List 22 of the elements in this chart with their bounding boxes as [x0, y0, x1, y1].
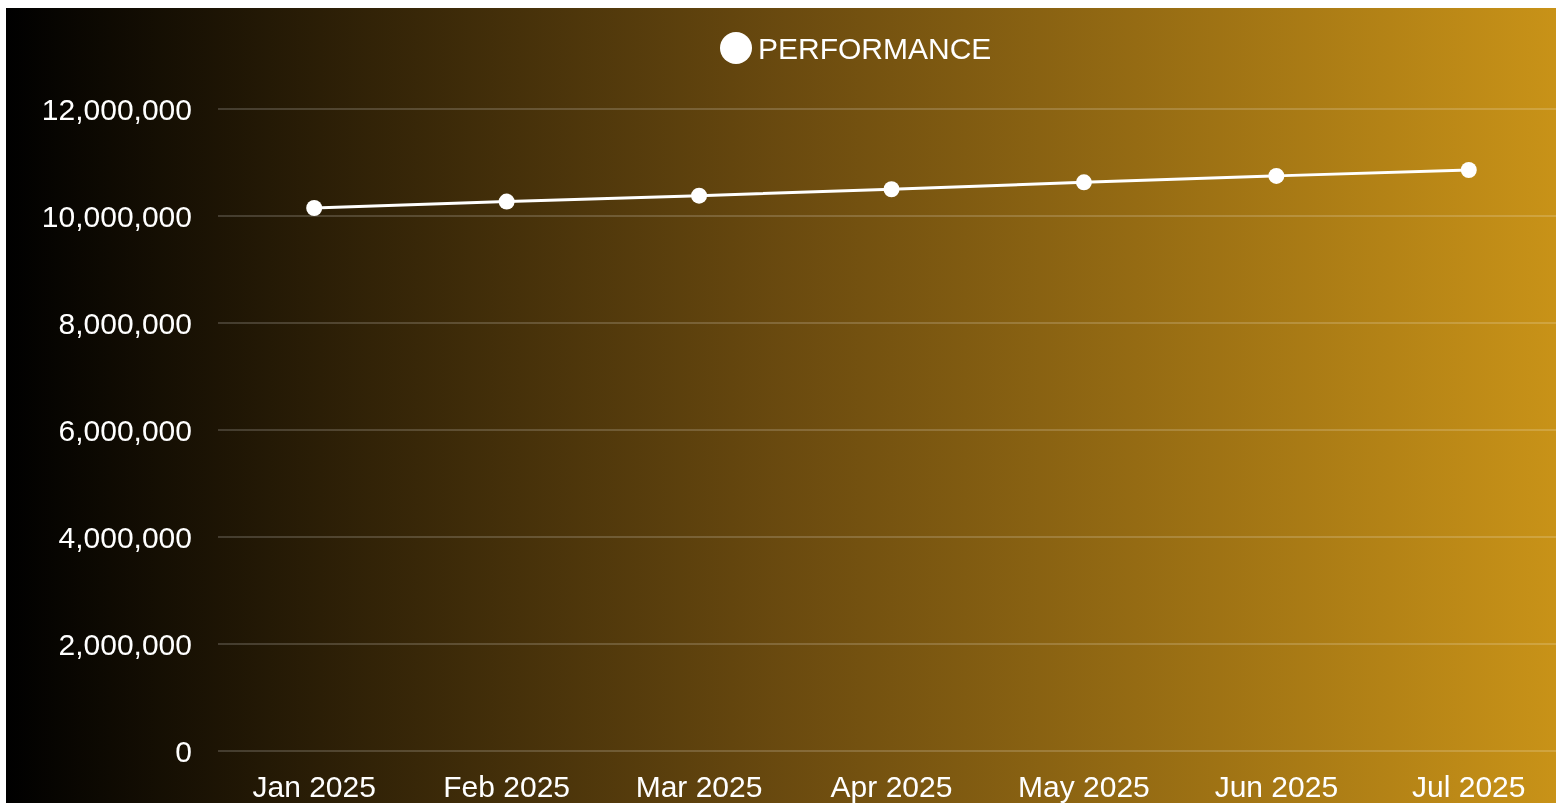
- point: [498, 193, 515, 210]
- x-tick-label: Apr 2025: [830, 769, 953, 803]
- point: [1075, 174, 1092, 191]
- y-tick-label: 8,000,000: [58, 306, 192, 340]
- y-tick-label: 6,000,000: [58, 413, 192, 447]
- legend-label: PERFORMANCE: [758, 31, 992, 65]
- x-tick-label: Mar 2025: [635, 769, 763, 803]
- y-tick-label: 10,000,000: [41, 199, 192, 233]
- x-tick-label: May 2025: [1018, 769, 1150, 803]
- point: [1460, 161, 1477, 178]
- point: [691, 187, 708, 204]
- x-tick-label: Jun 2025: [1214, 769, 1339, 803]
- point: [1268, 167, 1285, 184]
- y-tick-label: 12,000,000: [41, 92, 192, 126]
- y-tick-label: 4,000,000: [58, 520, 192, 554]
- x-tick-label: Jul 2025: [1412, 769, 1526, 803]
- y-tick-label: 0: [175, 734, 192, 768]
- point: [306, 199, 323, 216]
- x-tick-label: Jan 2025: [252, 769, 376, 803]
- point: [883, 181, 900, 198]
- y-tick-label: 2,000,000: [58, 627, 192, 661]
- x-tick-label: Feb 2025: [443, 769, 571, 803]
